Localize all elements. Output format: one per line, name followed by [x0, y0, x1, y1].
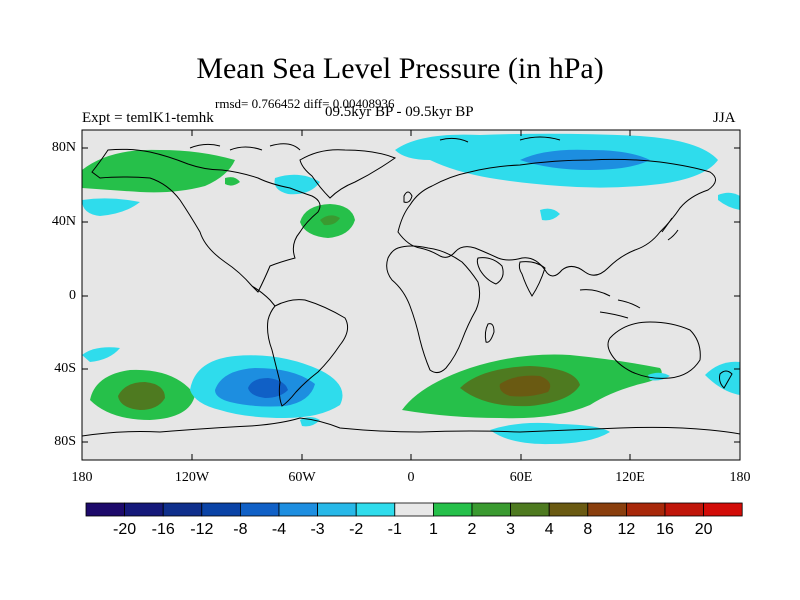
anomaly-region-indian-pos3 — [499, 375, 551, 397]
anomaly-region-antarctic-neg — [490, 422, 610, 445]
colorbar-swatch-7 — [355, 502, 396, 517]
y-label-80s: 80S — [54, 434, 76, 449]
coastlines — [82, 136, 740, 437]
anomaly-region-tasman-neg — [705, 361, 740, 395]
colorbar-swatch-4 — [239, 502, 280, 517]
x-label-180w: 180 — [71, 470, 93, 485]
coast-madagascar — [484, 323, 495, 343]
anomaly-region-greenland-pos — [82, 149, 235, 193]
coast-south-america — [267, 299, 349, 407]
colorbar-swatch-1 — [124, 502, 164, 517]
anomaly-region-pacific-neg2 — [718, 192, 740, 210]
coast-new-zealand — [719, 370, 733, 389]
anomaly-region-pacific-neg — [82, 198, 140, 216]
anomaly-region-arctic-neg-small2 — [540, 208, 560, 221]
colorbar-label-6: -2 — [349, 521, 364, 538]
anomaly-region-arctic-pos-small — [225, 177, 240, 186]
colorbar-swatch-10 — [471, 502, 511, 517]
coast-antarctica — [82, 417, 740, 437]
colorbar-swatch-13 — [587, 502, 627, 517]
colorbar-swatch-12 — [548, 502, 589, 517]
colorbar-label-11: 4 — [544, 521, 554, 538]
y-label-0: 0 — [69, 288, 76, 303]
coast-australia — [607, 321, 701, 379]
anomaly-region-southpacific-pos2 — [118, 382, 165, 410]
colorbar-label-0: -20 — [113, 521, 137, 538]
colorbar-swatch-8 — [394, 502, 434, 517]
colorbar-label-9: 2 — [467, 521, 477, 538]
x-label-120w: 120W — [174, 470, 210, 485]
colorbar-label-1: -16 — [151, 521, 175, 538]
colorbar-label-3: -8 — [233, 521, 248, 538]
colorbar-label-13: 12 — [617, 521, 636, 538]
coast-north-america — [91, 148, 321, 293]
colorbar-swatch-2 — [162, 502, 203, 517]
season-label: JJA — [713, 110, 736, 126]
colorbar-swatch-5 — [278, 502, 318, 517]
y-label-80n: 80N — [51, 140, 76, 155]
colorbar-label-12: 8 — [583, 521, 593, 538]
y-label-40n: 40N — [51, 214, 76, 229]
experiment-label: Expt = temlK1-temhk — [82, 110, 214, 126]
colorbar-label-8: 1 — [428, 521, 438, 538]
map-title: Mean Sea Level Pressure (in hPa) — [196, 52, 604, 85]
colorbar-label-10: 3 — [506, 521, 516, 538]
anomaly-region-atlantic-pos2 — [320, 215, 340, 226]
anomaly-region-antarctic-neg2 — [300, 417, 320, 427]
colorbar-swatch-9 — [432, 502, 473, 517]
x-label-120e: 120E — [615, 470, 645, 485]
colorbar-swatch-3 — [201, 502, 241, 517]
coast-arctic-islands — [189, 136, 561, 151]
coast-uk — [403, 191, 413, 203]
coast-greenland — [299, 149, 397, 199]
y-label-40s: 40S — [54, 361, 76, 376]
coast-japan — [661, 217, 679, 241]
colorbar-label-4: -4 — [271, 521, 287, 538]
colorbar-swatch-16 — [703, 502, 743, 517]
colorbar-swatch-15 — [664, 502, 704, 517]
colorbar-swatch-0 — [85, 502, 125, 517]
coast-africa — [386, 245, 481, 374]
coast-central-america — [251, 285, 276, 307]
stats-text: rmsd= 0.766452 diff= 0.00408936 — [215, 96, 395, 111]
x-label-60e: 60E — [509, 470, 533, 485]
coast-india — [518, 261, 546, 297]
x-label-180e: 180 — [729, 470, 751, 485]
colorbar — [85, 502, 743, 517]
period-label: 09.5kyr BP - 09.5kyr BP — [325, 104, 474, 120]
colorbar-swatch-14 — [626, 502, 666, 517]
colorbar-swatch-6 — [317, 502, 357, 517]
anomaly-region-arctic-neg-small — [274, 174, 320, 195]
colorbar-label-5: -3 — [310, 521, 325, 538]
axis-ticks — [81, 130, 741, 460]
colorbar-label-7: -1 — [387, 521, 402, 538]
x-label-60w: 60W — [288, 470, 316, 485]
coast-eurasia — [397, 158, 716, 277]
anomaly-region-pacific-neg-west — [82, 347, 120, 362]
coast-southeast-asia — [579, 289, 641, 319]
coast-arabia — [476, 257, 504, 285]
colorbar-swatch-11 — [510, 502, 550, 517]
colorbar-label-15: 20 — [694, 521, 713, 538]
colorbar-label-14: 16 — [656, 521, 674, 538]
colorbar-label-2: -12 — [190, 521, 214, 538]
x-label-0: 0 — [407, 470, 415, 485]
anomaly-region-drake-neg3 — [248, 378, 288, 398]
